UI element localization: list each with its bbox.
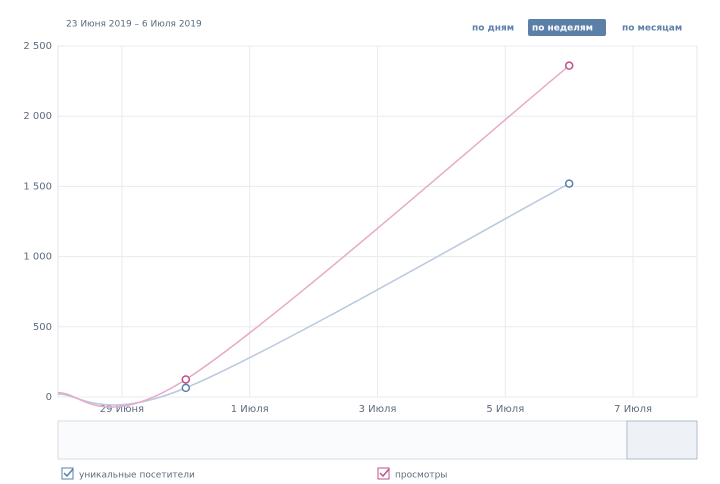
button-bg[interactable]	[528, 19, 606, 36]
series-line	[57, 182, 570, 406]
y-tick-label: 0	[46, 392, 52, 403]
x-tick-label: 7 Июля	[614, 404, 652, 415]
legend-label[interactable]: уникальные посетители	[79, 471, 195, 481]
period-button[interactable]: по дням	[472, 24, 514, 34]
point-marker[interactable]	[181, 383, 191, 393]
legend-label[interactable]: просмотры	[395, 471, 447, 481]
series-line	[57, 65, 570, 408]
point-marker[interactable]	[564, 61, 574, 70]
legend-checkbox[interactable]	[61, 467, 74, 480]
point-marker[interactable]	[564, 179, 574, 188]
period-button[interactable]: по месяцам	[622, 24, 682, 34]
y-tick-label: 2 000	[23, 111, 52, 122]
y-tick-label: 1 500	[23, 181, 52, 192]
x-tick-label: 29 Июня	[100, 404, 144, 415]
y-tick-label: 500	[33, 322, 52, 333]
navigator-window[interactable]	[626, 420, 698, 460]
x-tick-label: 3 Июля	[359, 404, 397, 415]
point-marker[interactable]	[181, 375, 191, 384]
x-tick-label: 1 Июля	[231, 404, 269, 415]
checkmark	[63, 468, 74, 478]
date-range: 23 Июня 2019 – 6 Июля 2019	[66, 20, 202, 30]
y-tick-label: 1 000	[23, 252, 52, 263]
navigator[interactable]	[57, 420, 698, 460]
period-button[interactable]: по неделям	[532, 24, 593, 34]
x-tick-label: 5 Июля	[486, 404, 524, 415]
y-tick-label: 2 500	[23, 41, 52, 52]
legend-checkbox[interactable]	[377, 467, 390, 480]
checkmark	[379, 468, 390, 478]
